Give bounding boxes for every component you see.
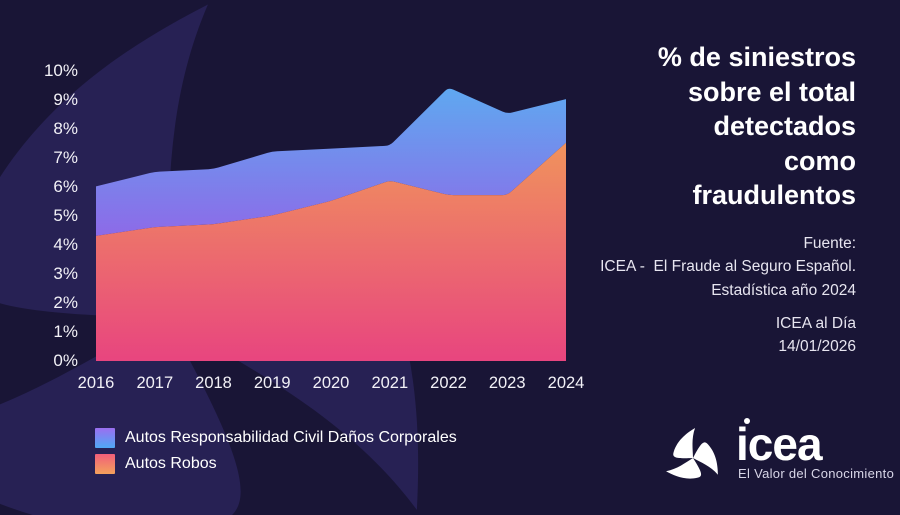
svg-text:5%: 5% (53, 206, 78, 225)
svg-text:2020: 2020 (313, 374, 350, 392)
svg-text:2022: 2022 (430, 374, 467, 392)
svg-text:6%: 6% (53, 177, 78, 196)
svg-text:10%: 10% (44, 61, 78, 80)
svg-text:2023: 2023 (489, 374, 526, 392)
svg-text:8%: 8% (53, 119, 78, 138)
svg-text:9%: 9% (53, 90, 78, 109)
svg-text:3%: 3% (53, 264, 78, 283)
svg-text:2024: 2024 (548, 374, 585, 392)
svg-text:7%: 7% (53, 148, 78, 167)
svg-text:2019: 2019 (254, 374, 291, 392)
svg-text:0%: 0% (53, 351, 78, 370)
svg-text:2%: 2% (53, 293, 78, 312)
svg-text:4%: 4% (53, 235, 78, 254)
svg-text:2021: 2021 (371, 374, 408, 392)
svg-text:2016: 2016 (78, 374, 115, 392)
svg-text:2017: 2017 (136, 374, 173, 392)
svg-text:1%: 1% (53, 322, 78, 341)
svg-text:2018: 2018 (195, 374, 232, 392)
